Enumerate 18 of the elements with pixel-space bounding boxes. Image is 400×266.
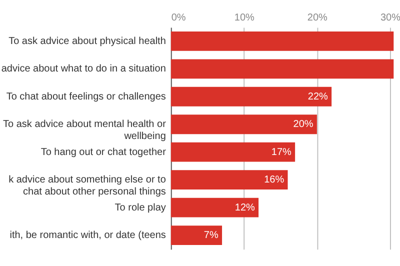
x-tick-label: 10% xyxy=(234,12,255,24)
y-tick-label: To hang out or chat together xyxy=(40,146,167,158)
y-tick-label: To ask advice about mental health or wellbeing xyxy=(3,119,167,142)
y-tick-label: To role play xyxy=(114,202,166,214)
y-tick-label: ith, be romantic with, or date (teens xyxy=(10,230,166,241)
data-label: 7% xyxy=(204,230,218,241)
x-tick-label: 0% xyxy=(171,12,186,24)
data-label: 22% xyxy=(308,91,328,102)
y-tick-label: To ask advice about physical health xyxy=(8,36,166,47)
y-tick-label: k advice about something else or to chat about other personal things xyxy=(8,174,166,198)
y-tick-label: To chat about feelings or challenges xyxy=(6,91,166,102)
data-label: 16% xyxy=(264,174,284,186)
data-label: 20% xyxy=(293,119,314,130)
data-label: 17% xyxy=(271,146,292,158)
x-tick-label: 30% xyxy=(380,12,400,24)
x-tick-label: 20% xyxy=(307,12,328,24)
y-tick-label: advice about what to do in a situation xyxy=(1,64,166,75)
data-label: 12% xyxy=(234,202,256,214)
